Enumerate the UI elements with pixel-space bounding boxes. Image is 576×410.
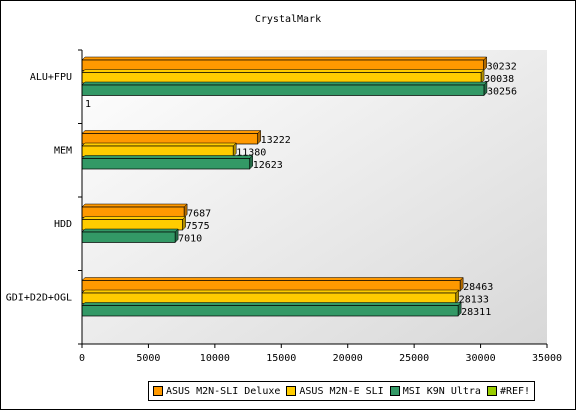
bar-top [81, 302, 462, 306]
x-tick-label: 0 [79, 353, 85, 364]
bar-top [81, 277, 464, 281]
legend-swatch [286, 386, 297, 396]
legend-swatch [389, 386, 400, 396]
legend-label: MSI K9N Ultra [402, 385, 481, 397]
data-label: 28311 [461, 307, 491, 318]
data-label: 30256 [487, 86, 517, 97]
data-label: 13222 [261, 135, 291, 146]
bar [81, 206, 185, 218]
legend-label: ASUS M2N-E SLI [299, 385, 384, 397]
x-tick-label: 30000 [466, 353, 496, 364]
category-label: ALU+FPU [30, 72, 72, 83]
bar-top [81, 228, 179, 233]
bar-top [81, 56, 488, 61]
legend-item: ASUS M2N-E SLI [286, 385, 384, 397]
bar-top [81, 289, 460, 294]
bar [81, 72, 482, 84]
bar [81, 158, 251, 170]
category-label: GDI+D2D+OGL [6, 292, 72, 303]
x-tick-label: 20000 [333, 353, 363, 364]
data-label: 28133 [459, 294, 489, 305]
bar-top [81, 130, 262, 134]
bar-top [81, 81, 488, 86]
bar-top [81, 69, 485, 73]
legend-label: ASUS M2N-SLI Deluxe [166, 385, 281, 397]
x-tick-label: 35000 [532, 353, 562, 364]
bar [81, 305, 459, 317]
data-label: 30038 [484, 74, 514, 85]
legend-item: MSI K9N Ultra [389, 385, 481, 397]
data-label: 30232 [487, 61, 517, 72]
bar-top [81, 216, 187, 220]
data-label: 7575 [186, 221, 210, 232]
bar [81, 59, 485, 71]
bar [81, 133, 259, 145]
data-label: 11380 [236, 147, 266, 158]
data-label: 12623 [253, 160, 283, 171]
category-label: HDD [54, 219, 72, 230]
chart-title: CrystalMark [254, 14, 322, 25]
bar [81, 292, 457, 304]
data-label: 7010 [178, 233, 202, 244]
x-tick-label: 10000 [200, 353, 230, 364]
bar [81, 219, 183, 231]
x-tick-label: 15000 [266, 353, 296, 364]
legend-label: #REF! [499, 385, 531, 397]
x-tick-label: 5000 [136, 353, 160, 364]
bar-top [81, 155, 254, 159]
x-tick-label: 25000 [399, 353, 429, 364]
legend-swatch [153, 386, 163, 396]
data-label: 28463 [463, 282, 493, 293]
bar [81, 231, 176, 243]
data-label: 7687 [187, 208, 211, 219]
legend-item: #REF! [486, 385, 531, 397]
bar-top [81, 203, 188, 208]
bar-top [81, 142, 237, 147]
legend: ASUS M2N-SLI Deluxe ASUS M2N-E SLI MSI K9N… [148, 381, 536, 401]
data-label: 1 [85, 99, 91, 110]
legend-swatch [486, 386, 497, 396]
bar [81, 145, 234, 157]
bar [81, 84, 485, 96]
category-label: MEM [54, 145, 72, 156]
bar [81, 280, 461, 292]
legend-item: ASUS M2N-SLI Deluxe [153, 386, 280, 397]
